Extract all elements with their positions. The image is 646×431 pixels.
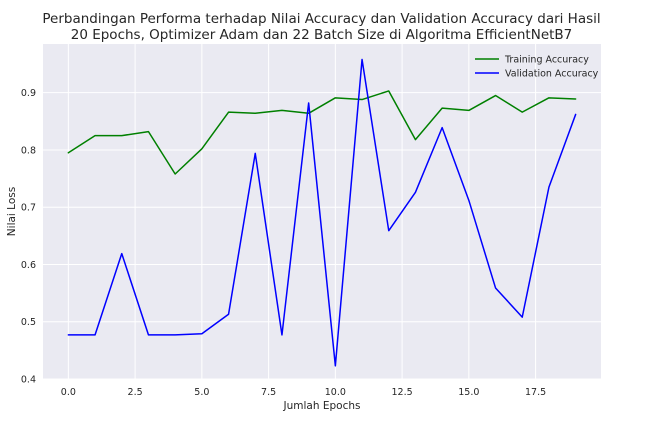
validation-accuracy-point bbox=[94, 334, 96, 336]
y-tick-label: 0.8 bbox=[21, 145, 36, 156]
training-accuracy-point bbox=[494, 94, 496, 96]
y-axis-label: Nilai Loss bbox=[6, 187, 18, 236]
validation-accuracy-point bbox=[307, 102, 309, 104]
training-accuracy-point bbox=[361, 98, 363, 100]
validation-accuracy-point bbox=[388, 229, 390, 231]
y-tick-label: 0.4 bbox=[21, 375, 36, 386]
validation-accuracy-point bbox=[548, 186, 550, 188]
x-tick-label: 10.0 bbox=[325, 387, 346, 398]
chart-title-line: Perbandingan Performa terhadap Nilai Acc… bbox=[42, 11, 600, 27]
x-tick-label: 12.5 bbox=[392, 387, 413, 398]
x-tick-label: 17.5 bbox=[525, 387, 546, 398]
training-accuracy-point bbox=[441, 107, 443, 109]
training-accuracy-point bbox=[548, 97, 550, 99]
x-tick-label: 7.5 bbox=[261, 387, 276, 398]
plot-area bbox=[43, 44, 601, 379]
x-axis-label: Jumlah Epochs bbox=[283, 400, 361, 412]
training-accuracy-legend-label: Training Accuracy bbox=[504, 55, 589, 66]
training-accuracy-point bbox=[521, 111, 523, 113]
x-tick-label: 15.0 bbox=[458, 387, 479, 398]
training-accuracy-point bbox=[281, 109, 283, 111]
validation-accuracy-point bbox=[121, 252, 123, 254]
training-accuracy-point bbox=[468, 109, 470, 111]
training-accuracy-point bbox=[94, 134, 96, 136]
validation-accuracy-point bbox=[227, 313, 229, 315]
validation-accuracy-point bbox=[334, 365, 336, 367]
validation-accuracy-point bbox=[468, 199, 470, 201]
validation-accuracy-point bbox=[147, 334, 149, 336]
validation-accuracy-point bbox=[201, 333, 203, 335]
training-accuracy-point bbox=[414, 138, 416, 140]
validation-accuracy-point bbox=[521, 316, 523, 318]
validation-accuracy-line bbox=[67, 58, 577, 367]
validation-accuracy-point bbox=[174, 334, 176, 336]
y-tick-label: 0.6 bbox=[21, 260, 36, 271]
training-accuracy-point bbox=[388, 90, 390, 92]
validation-accuracy-point bbox=[67, 334, 69, 336]
x-tick-label: 2.5 bbox=[128, 387, 143, 398]
x-tick-label: 0.0 bbox=[61, 387, 76, 398]
training-accuracy-point bbox=[254, 112, 256, 114]
x-tick-label: 5.0 bbox=[194, 387, 209, 398]
chart-title-line: 20 Epochs, Optimizer Adam dan 22 Batch S… bbox=[71, 27, 573, 43]
training-accuracy-point bbox=[67, 152, 69, 154]
training-accuracy-point bbox=[227, 111, 229, 113]
validation-accuracy-legend-label: Validation Accuracy bbox=[505, 69, 599, 80]
validation-accuracy-point bbox=[254, 152, 256, 154]
training-accuracy-point bbox=[574, 98, 576, 100]
training-accuracy-point bbox=[201, 148, 203, 150]
y-tick-label: 0.5 bbox=[21, 317, 36, 328]
validation-accuracy-point bbox=[574, 113, 576, 115]
training-accuracy-line bbox=[67, 90, 577, 175]
validation-accuracy-point bbox=[361, 58, 363, 60]
y-tick-label: 0.7 bbox=[21, 203, 36, 214]
validation-accuracy-point bbox=[281, 334, 283, 336]
training-accuracy-point bbox=[334, 97, 336, 99]
training-accuracy-point bbox=[121, 134, 123, 136]
training-accuracy-point bbox=[147, 130, 149, 132]
validation-accuracy-point bbox=[441, 126, 443, 128]
validation-accuracy-point bbox=[414, 191, 416, 193]
validation-accuracy-point bbox=[494, 287, 496, 289]
training-accuracy-point bbox=[174, 173, 176, 175]
y-tick-label: 0.9 bbox=[21, 88, 36, 99]
